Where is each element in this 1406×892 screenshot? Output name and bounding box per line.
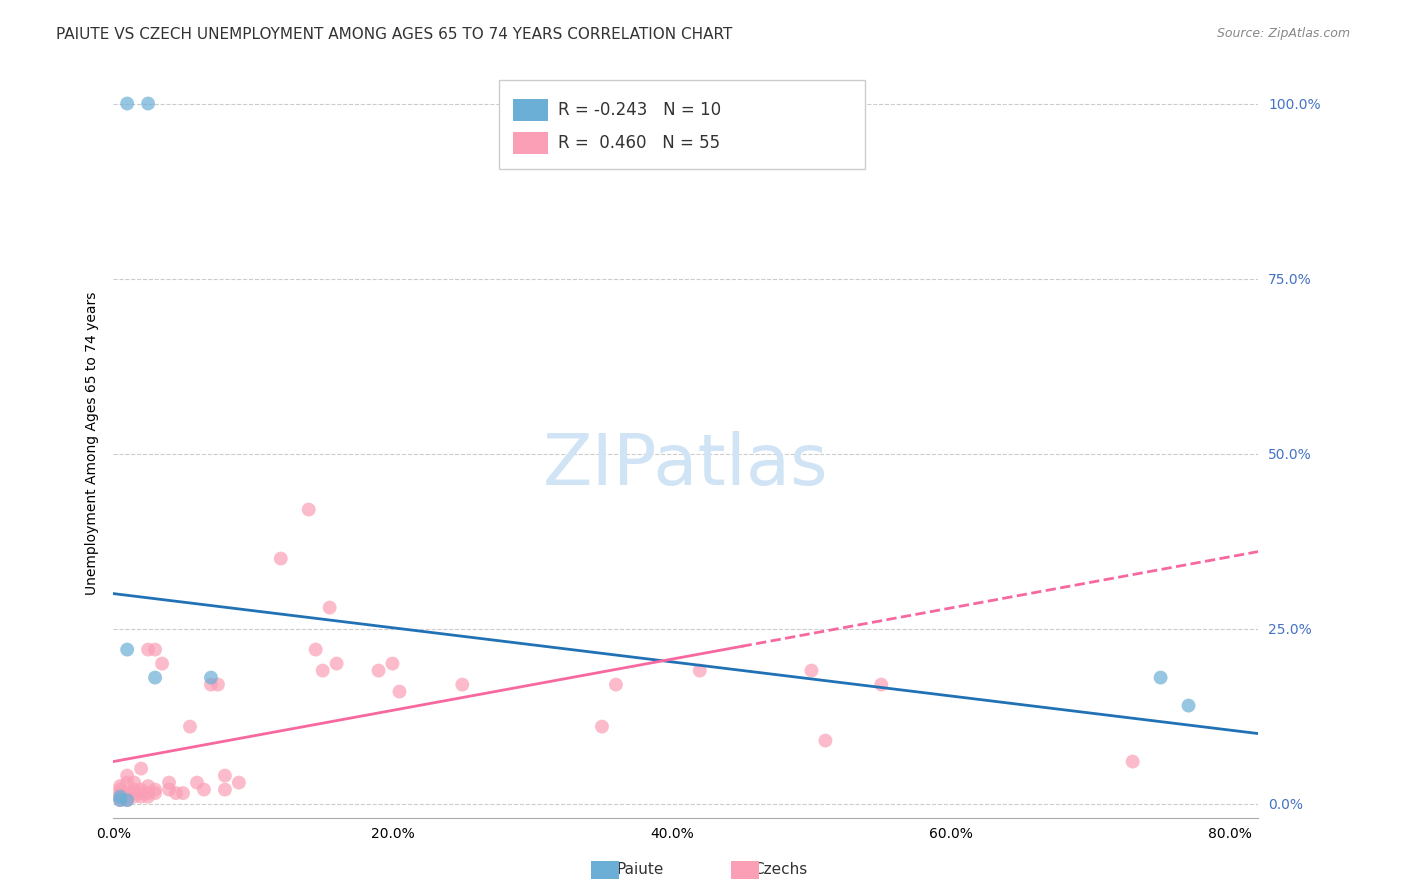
Text: Source: ZipAtlas.com: Source: ZipAtlas.com	[1216, 27, 1350, 40]
Point	[129, 786, 152, 800]
Point	[388, 684, 411, 698]
Point	[214, 768, 236, 782]
Point	[186, 775, 208, 789]
Point	[122, 782, 145, 797]
Point	[270, 551, 292, 566]
Point	[143, 786, 166, 800]
Point	[150, 657, 173, 671]
Point	[115, 642, 138, 657]
Point	[129, 762, 152, 776]
Point	[108, 793, 131, 807]
Point	[311, 664, 333, 678]
Point	[1177, 698, 1199, 713]
Y-axis label: Unemployment Among Ages 65 to 74 years: Unemployment Among Ages 65 to 74 years	[86, 292, 100, 595]
Point	[108, 779, 131, 793]
Point	[136, 786, 159, 800]
Point	[367, 664, 389, 678]
Point	[325, 657, 347, 671]
Point	[800, 664, 823, 678]
Point	[591, 720, 613, 734]
Point	[136, 96, 159, 111]
Point	[228, 775, 250, 789]
Point	[115, 793, 138, 807]
Point	[689, 664, 711, 678]
Point	[108, 789, 131, 804]
Text: R = -0.243   N = 10: R = -0.243 N = 10	[558, 101, 721, 119]
Point	[129, 782, 152, 797]
Point	[207, 677, 229, 691]
Point	[136, 779, 159, 793]
Point	[193, 782, 215, 797]
Point	[1149, 671, 1171, 685]
Point	[298, 502, 321, 516]
Text: Czechs: Czechs	[754, 863, 807, 877]
Point	[136, 642, 159, 657]
Point	[115, 768, 138, 782]
Text: PAIUTE VS CZECH UNEMPLOYMENT AMONG AGES 65 TO 74 YEARS CORRELATION CHART: PAIUTE VS CZECH UNEMPLOYMENT AMONG AGES …	[56, 27, 733, 42]
Point	[814, 733, 837, 747]
Point	[115, 775, 138, 789]
Point	[143, 671, 166, 685]
Point	[115, 793, 138, 807]
Point	[108, 789, 131, 804]
Point	[115, 786, 138, 800]
Point	[305, 642, 328, 657]
Point	[318, 600, 340, 615]
Point	[157, 782, 180, 797]
Point	[157, 775, 180, 789]
Text: Paiute: Paiute	[616, 863, 664, 877]
Point	[1122, 755, 1144, 769]
Point	[122, 789, 145, 804]
Point	[115, 789, 138, 804]
Point	[165, 786, 187, 800]
Point	[122, 775, 145, 789]
Point	[200, 677, 222, 691]
Point	[143, 782, 166, 797]
Point	[143, 642, 166, 657]
Point	[136, 789, 159, 804]
Point	[172, 786, 194, 800]
Point	[122, 786, 145, 800]
Point	[214, 782, 236, 797]
Point	[381, 657, 404, 671]
Point	[870, 677, 893, 691]
Point	[108, 793, 131, 807]
Point	[179, 720, 201, 734]
Text: R =  0.460   N = 55: R = 0.460 N = 55	[558, 134, 720, 152]
Point	[200, 671, 222, 685]
Point	[108, 782, 131, 797]
Text: ZIPatlas: ZIPatlas	[543, 431, 828, 500]
Point	[108, 786, 131, 800]
Point	[605, 677, 627, 691]
Point	[115, 96, 138, 111]
Point	[451, 677, 474, 691]
Point	[129, 789, 152, 804]
